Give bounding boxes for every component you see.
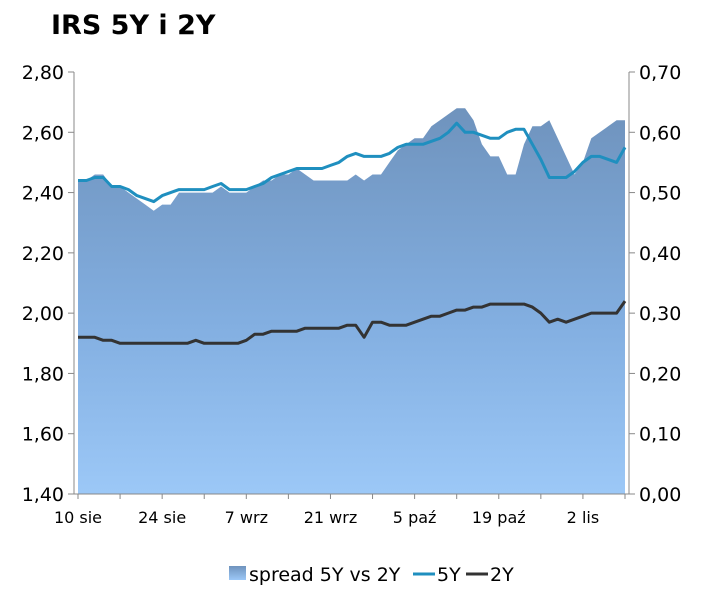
legend-label-5y: 5Y [437,564,461,586]
left-tick-label: 1,40 [22,484,64,506]
spread-area [78,108,625,494]
x-tick-label: 7 wrz [225,508,268,527]
left-tick-label: 2,40 [22,183,64,205]
left-tick-label: 2,80 [22,62,64,84]
axes [68,71,635,499]
right-tick-label: 0,00 [639,484,681,506]
left-tick-label: 2,20 [22,243,64,265]
x-tick-label: 19 paź [472,508,526,527]
left-tick-label: 2,00 [22,303,64,325]
x-tick-label: 21 wrz [304,508,358,527]
spread-area-layer [78,108,625,494]
tick-labels: 1,40 0,00 1,60 0,10 1,80 0,20 2,00 0,30 2,20 0,40… [22,62,682,527]
right-tick-label: 0,40 [639,243,681,265]
right-tick-label: 0,10 [639,424,681,446]
series-line-5y [78,121,627,204]
series-line-2y [78,300,627,345]
legend-label-2y: 2Y [490,564,514,586]
right-tick-label: 0,70 [639,62,681,84]
left-tick-label: 1,80 [22,363,64,385]
x-tick-label: 24 sie [138,508,186,527]
legend: spread 5Y vs 2Y 5Y 2Y [229,564,514,586]
legend-label-spread: spread 5Y vs 2Y [249,564,401,586]
right-tick-label: 0,50 [639,183,681,205]
left-tick-label: 1,60 [22,424,64,446]
left-tick-label: 2,60 [22,122,64,144]
series-lines [78,121,627,345]
x-tick-label: 5 paź [393,508,437,527]
legend-swatch-spread [229,566,246,580]
right-tick-label: 0,30 [639,303,681,325]
x-tick-label: 10 sie [54,508,102,527]
right-tick-label: 0,60 [639,122,681,144]
right-tick-label: 0,20 [639,363,681,385]
x-tick-label: 2 lis [567,508,600,527]
chart-title: IRS 5Y i 2Y [51,10,216,41]
